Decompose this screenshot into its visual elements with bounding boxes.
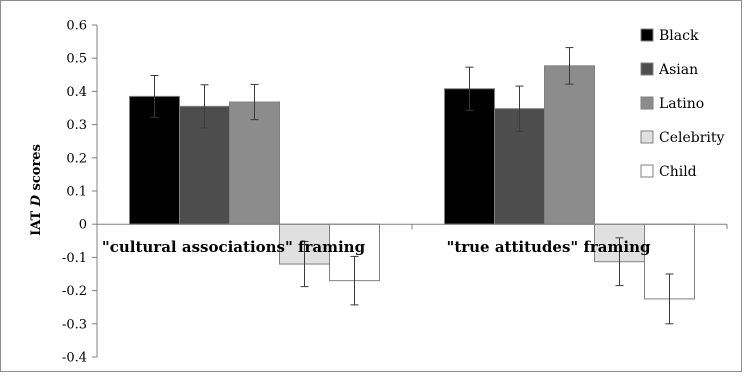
error-bar <box>350 255 359 306</box>
legend-label: Latino <box>659 96 704 112</box>
y-tick-label: 0.3 <box>66 118 87 133</box>
legend: Black Asian Latino Celebrity Child <box>640 28 725 180</box>
y-tick-label: 0.6 <box>66 19 87 34</box>
legend-swatch <box>640 130 654 144</box>
error-bar <box>465 66 474 111</box>
error-bar <box>665 273 674 325</box>
y-tick-label: 0.2 <box>66 151 87 166</box>
y-tick-label: 0.1 <box>66 185 87 200</box>
legend-label: Black <box>659 28 699 44</box>
legend-swatch <box>640 96 654 110</box>
y-tick-label: -0.1 <box>62 251 87 266</box>
y-tick-label: -0.3 <box>62 317 87 332</box>
legend-label: Celebrity <box>659 130 725 146</box>
chart-border <box>0 0 742 372</box>
error-bar <box>515 85 524 132</box>
y-tick-label: 0.5 <box>66 52 87 67</box>
y-axis: 0.6 0.5 0.4 0.3 0.2 0.1 0 -0.1 -0.2 -0.3 -0.4 <box>62 19 98 366</box>
bar-latino <box>229 101 280 225</box>
legend-item-child: Child <box>640 164 697 180</box>
error-bar <box>200 84 209 129</box>
y-tick-label: 0.4 <box>66 85 87 100</box>
legend-item-latino: Latino <box>640 96 704 112</box>
error-bar <box>565 47 574 85</box>
legend-label: Child <box>659 164 697 180</box>
category-label: "true attitudes" framing <box>447 238 651 256</box>
legend-swatch <box>640 62 654 76</box>
bar-latino <box>544 65 595 225</box>
category-label: "cultural associations" framing <box>102 238 366 256</box>
y-tick-label: -0.4 <box>62 351 87 366</box>
error-bar <box>300 240 309 288</box>
y-tick-label: 0 <box>79 218 87 233</box>
legend-item-black: Black <box>640 28 699 44</box>
y-tick-label: -0.2 <box>62 284 87 299</box>
error-bar <box>250 83 259 121</box>
y-axis-label: IAT D scores <box>29 144 44 236</box>
legend-swatch <box>640 28 654 42</box>
bar-black <box>444 88 495 225</box>
legend-item-celebrity: Celebrity <box>640 130 725 146</box>
legend-swatch <box>640 164 654 178</box>
error-bars <box>150 47 674 325</box>
error-bar <box>615 237 624 287</box>
legend-item-asian: Asian <box>640 62 698 78</box>
category-labels: "cultural associations" framing "true att… <box>102 238 651 256</box>
error-bar <box>150 74 159 118</box>
legend-label: Asian <box>658 62 698 78</box>
x-axis <box>96 223 728 230</box>
